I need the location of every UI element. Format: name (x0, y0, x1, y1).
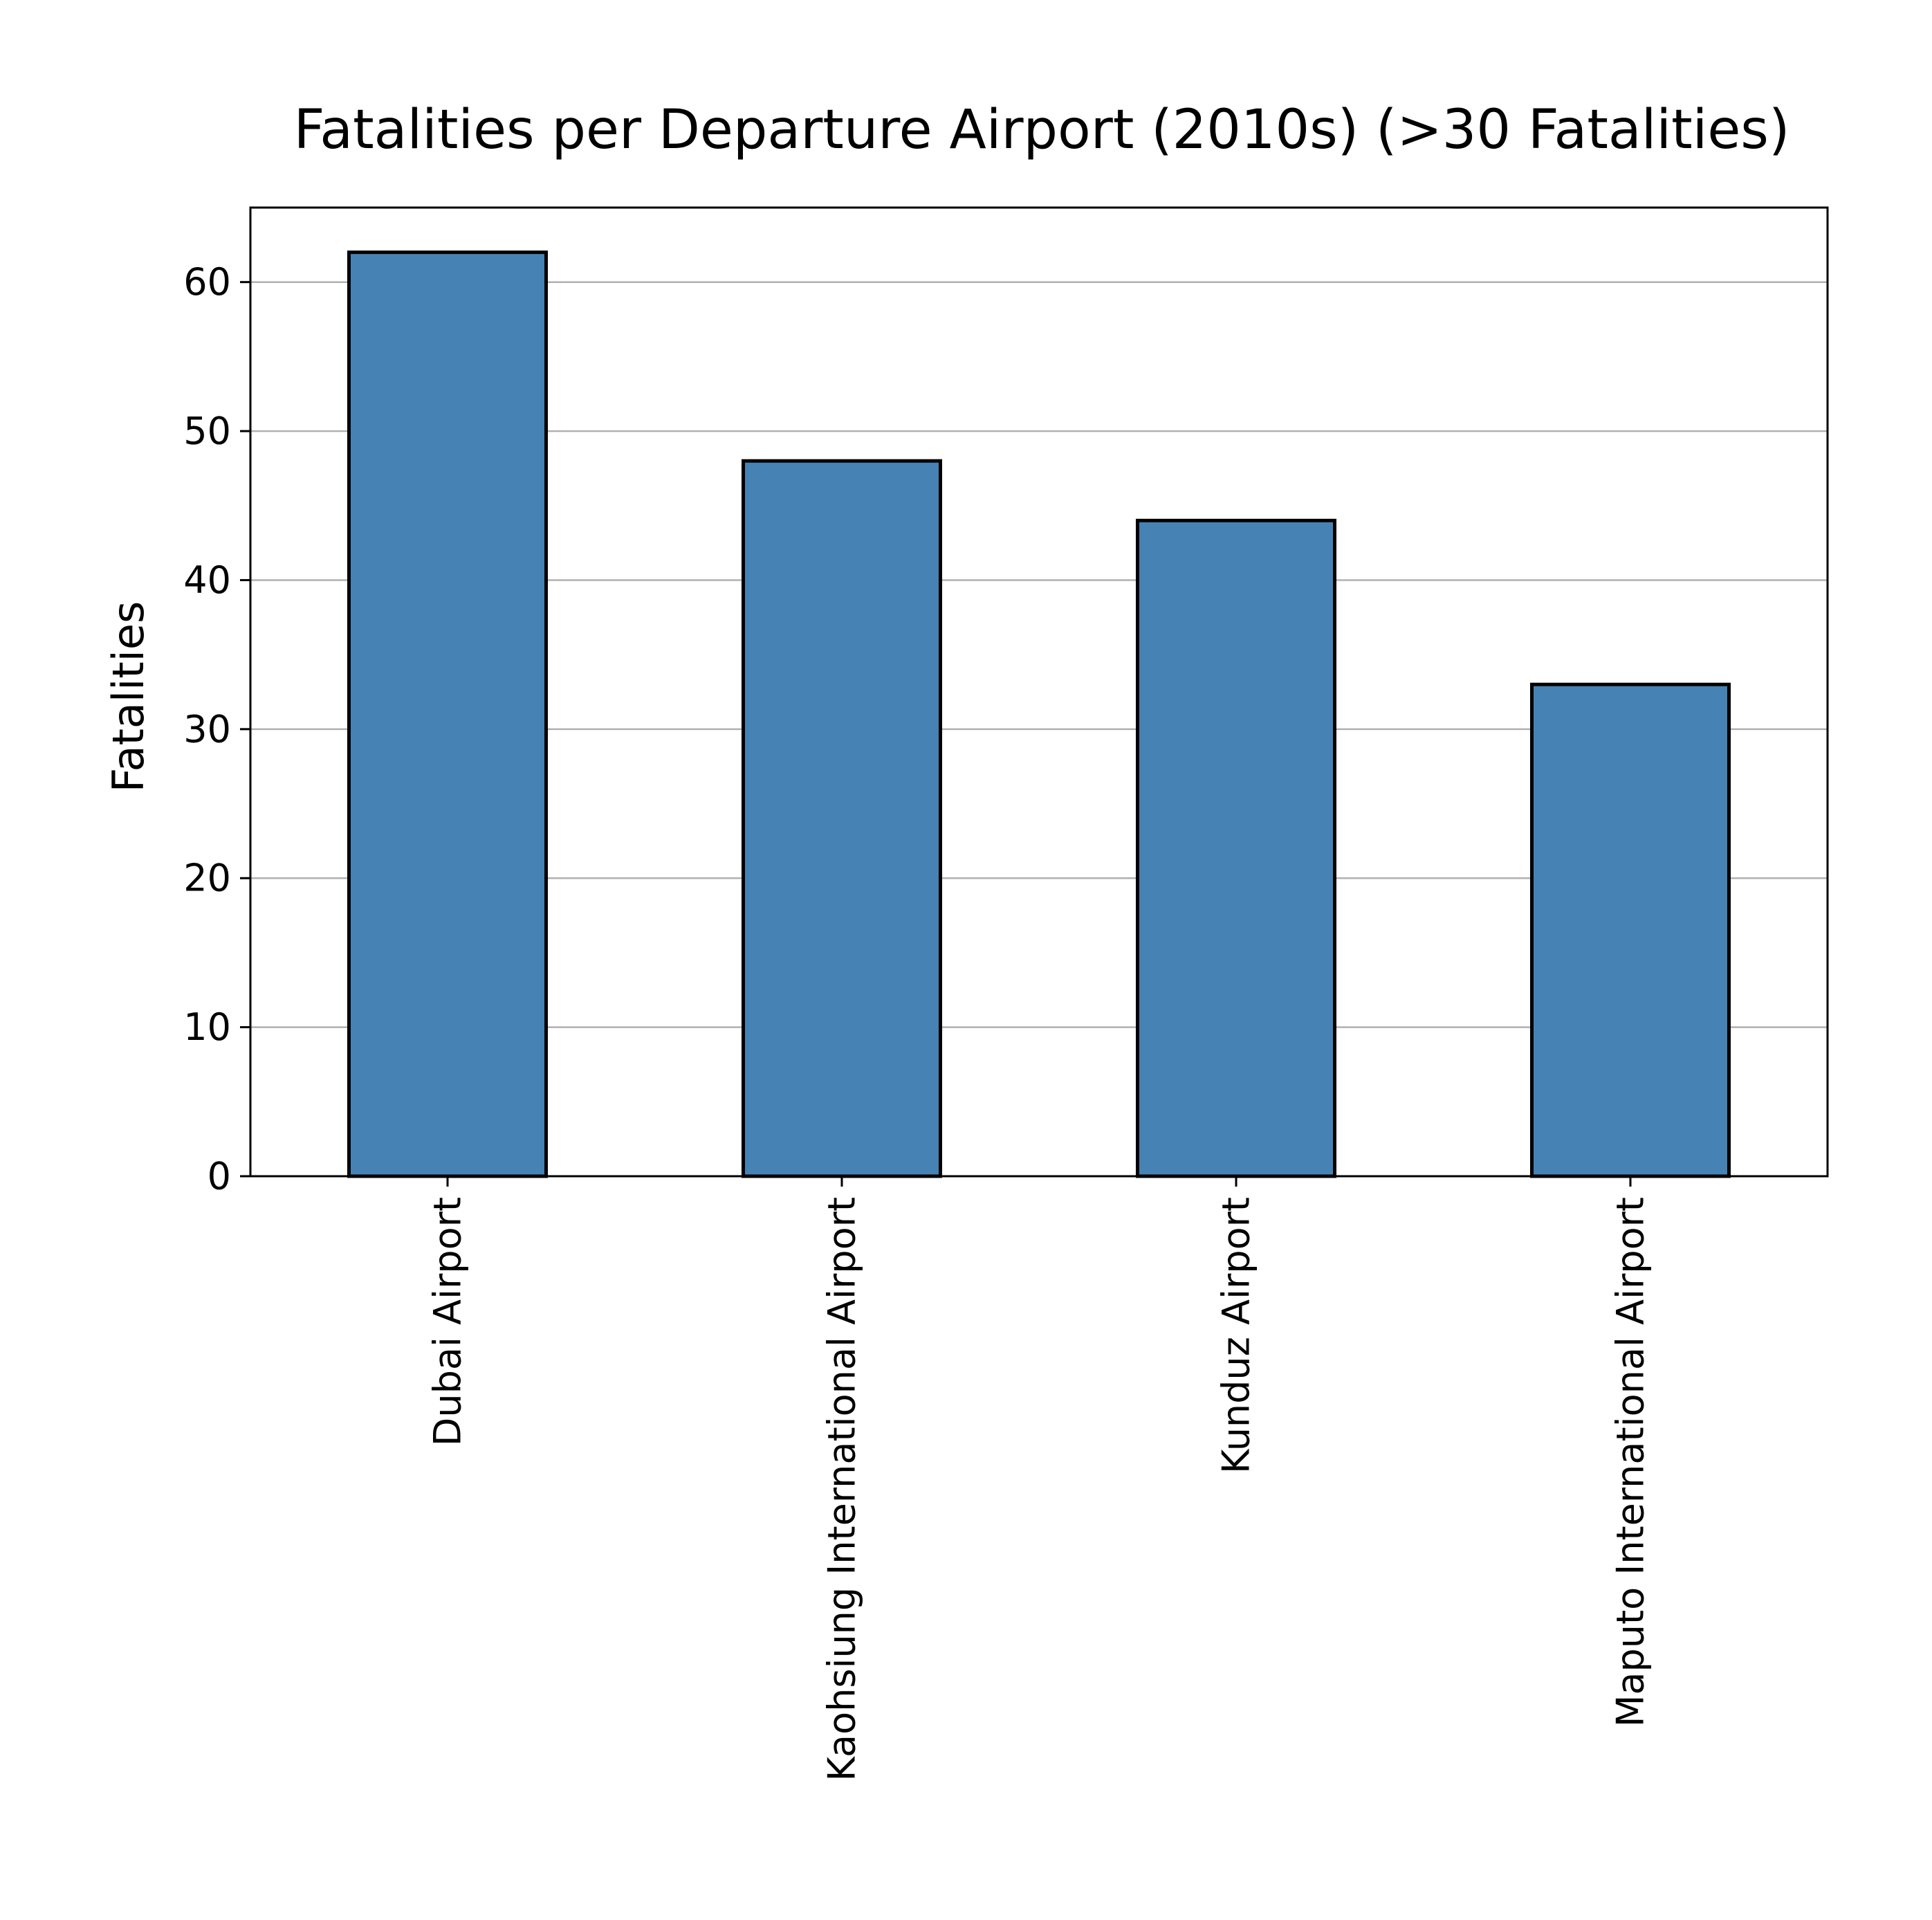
x-tick-label: Kunduz Airport (1215, 1197, 1258, 1474)
bar (1136, 518, 1336, 1178)
y-axis-label: Fatalities (103, 601, 154, 793)
bar (347, 250, 548, 1178)
y-tick-label: 40 (183, 558, 231, 602)
y-axis-ticks: 0 10 20 30 40 50 60 (183, 260, 250, 1198)
y-tick-label: 0 (208, 1155, 231, 1198)
y-tick-label: 30 (183, 707, 231, 751)
x-tick-label: Maputo International Airport (1609, 1197, 1653, 1727)
bar (742, 459, 942, 1178)
chart-title: Fatalities per Departure Airport (2010s)… (294, 99, 1790, 161)
x-axis-ticks: Dubai Airport Kaohsiung International Air… (426, 1176, 1653, 1782)
y-tick-label: 20 (183, 857, 231, 900)
y-tick-label: 60 (183, 260, 231, 304)
plot-frame (249, 206, 1829, 1178)
bar (1530, 682, 1731, 1178)
y-tick-label: 10 (183, 1005, 231, 1049)
x-tick-label: Dubai Airport (426, 1197, 470, 1446)
x-tick-label: Kaohsiung International Airport (820, 1197, 864, 1782)
y-tick-label: 50 (183, 410, 231, 453)
